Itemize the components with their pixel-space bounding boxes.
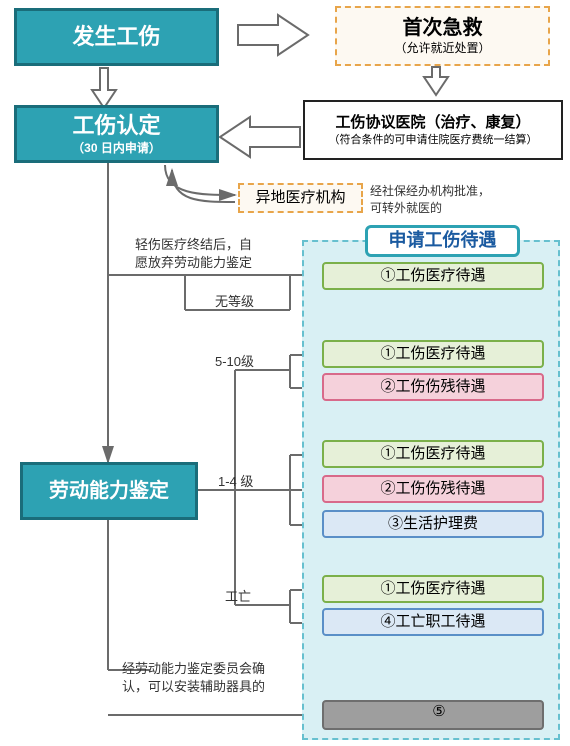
step-remote-hospital: 异地医疗机构 xyxy=(238,183,363,213)
note-aux: 经劳动能力鉴定委员会确 认，可以安装辅助器具的 xyxy=(122,660,302,696)
treat-g1-med-text: ①工伤医疗待遇 xyxy=(380,344,485,364)
treat-g3-death-text: ④工亡职工待遇 xyxy=(380,612,485,632)
treat-g3-death: ④工亡职工待遇 xyxy=(322,608,544,636)
treat-aux-text: ⑤ xyxy=(432,702,445,722)
step-injury-title: 发生工伤 xyxy=(72,23,160,52)
treat-g2-dis-text: ②工伤伤残待遇 xyxy=(380,479,485,499)
step-hospital-title: 工伤协议医院（治疗、康复） xyxy=(335,113,530,133)
step-first-aid-title: 首次急救 xyxy=(403,15,483,41)
step-recognition-title: 工伤认定 xyxy=(72,112,160,141)
label-no-grade: 无等级 xyxy=(215,293,254,311)
step-first-aid: 首次急救 （允许就近处置） xyxy=(335,6,550,66)
treat-g3-med-text: ①工伤医疗待遇 xyxy=(380,579,485,599)
treat-g2-med-text: ①工伤医疗待遇 xyxy=(380,444,485,464)
treat-g2-dis: ②工伤伤残待遇 xyxy=(322,475,544,503)
treat-aux: ⑤ xyxy=(322,700,544,730)
note-voluntary: 轻伤医疗终结后，自 愿放弃劳动能力鉴定 xyxy=(135,236,290,272)
step-ability-assessment: 劳动能力鉴定 xyxy=(20,462,198,520)
treat-g0-med: ①工伤医疗待遇 xyxy=(322,262,544,290)
treat-g2-med: ①工伤医疗待遇 xyxy=(322,440,544,468)
treat-g0-med-text: ①工伤医疗待遇 xyxy=(380,266,485,286)
step-remote-note: 经社保经办机构批准， 可转外就医的 xyxy=(370,183,530,217)
step-ability-title: 劳动能力鉴定 xyxy=(49,478,169,504)
label-1-4: 1-4 级 xyxy=(218,473,253,491)
treatment-title-text: 申请工伤待遇 xyxy=(389,229,497,252)
treat-g2-care: ③生活护理费 xyxy=(322,510,544,538)
treat-g3-med: ①工伤医疗待遇 xyxy=(322,575,544,603)
treat-g1-dis-text: ②工伤伤残待遇 xyxy=(380,377,485,397)
treat-g1-dis: ②工伤伤残待遇 xyxy=(322,373,544,401)
treatment-title: 申请工伤待遇 xyxy=(365,225,520,257)
treat-g1-med: ①工伤医疗待遇 xyxy=(322,340,544,368)
step-recognition: 工伤认定 （30 日内申请） xyxy=(14,105,219,163)
label-5-10: 5-10级 xyxy=(215,353,254,371)
treat-g2-care-text: ③生活护理费 xyxy=(388,514,478,534)
step-recognition-sub: （30 日内申请） xyxy=(72,141,161,157)
step-hospital: 工伤协议医院（治疗、康复） （符合条件的可申请住院医疗费统一结算） xyxy=(303,100,563,160)
step-first-aid-sub: （允许就近处置） xyxy=(394,41,490,57)
step-hospital-sub: （符合条件的可申请住院医疗费统一结算） xyxy=(329,133,538,147)
step-injury: 发生工伤 xyxy=(14,8,219,66)
step-remote-title: 异地医疗机构 xyxy=(255,188,345,208)
label-death: 工亡 xyxy=(225,588,251,606)
